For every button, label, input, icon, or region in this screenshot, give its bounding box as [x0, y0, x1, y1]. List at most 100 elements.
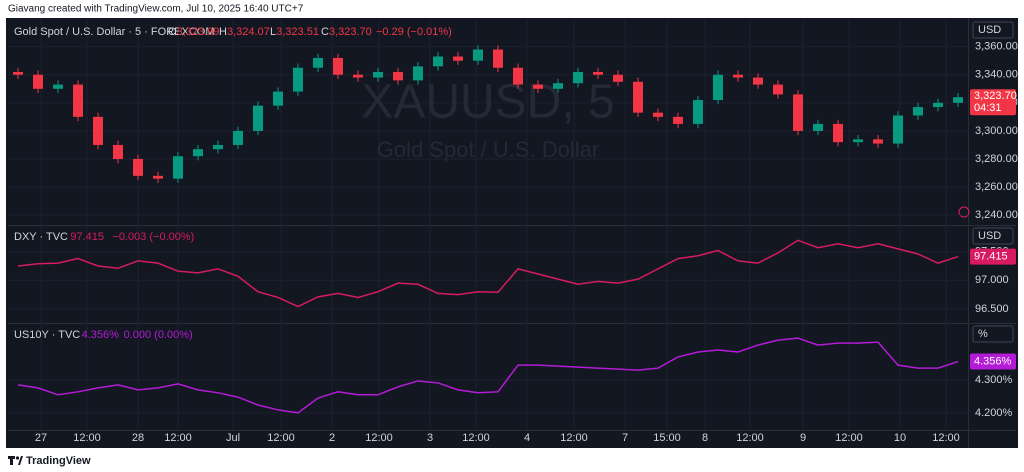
candle-body — [673, 116, 683, 124]
candle-body — [833, 123, 843, 143]
caption: Giavang created with TradingView.com, Ju… — [8, 4, 304, 15]
candle-body — [53, 84, 63, 89]
price-label-box — [970, 353, 1016, 370]
x-tick-label: 12:00 — [164, 432, 192, 444]
unit-label: % — [978, 328, 988, 340]
candle-body — [473, 49, 483, 61]
x-tick-label: Jul — [226, 432, 240, 444]
last-value: 97.415 — [70, 231, 104, 243]
x-tick-label: 3 — [427, 432, 433, 444]
ohlc-item: C3,323.70 — [321, 26, 372, 38]
y-tick-label: 3,360.00 — [975, 41, 1018, 53]
candle-body — [393, 71, 403, 81]
series-title: Gold Spot / U.S. Dollar · 5 · FOREXCOM — [14, 26, 215, 38]
ohlc-value: 3,324.07 — [227, 26, 270, 38]
last-value: 4.356% — [82, 329, 120, 341]
change: −0.29 (−0.01%) — [376, 26, 452, 38]
unit-box — [972, 325, 1014, 343]
candle-body — [813, 123, 823, 131]
candle-body — [853, 139, 863, 143]
candle-body — [193, 149, 203, 157]
candle-body — [953, 97, 963, 103]
candle-body — [793, 94, 803, 131]
alert-icon[interactable] — [958, 206, 970, 218]
x-tick-label: 12:00 — [560, 432, 588, 444]
ohlc-label: L — [270, 26, 276, 38]
candle-body — [653, 112, 663, 117]
y-tick-label: 96.500 — [975, 303, 1009, 315]
candle-body — [773, 84, 783, 95]
series-title: US10Y · TVC — [14, 329, 80, 341]
candle-body — [573, 71, 583, 84]
unit-label: USD — [978, 230, 1001, 242]
candle-body — [433, 56, 443, 67]
watermark-subtitle: Gold Spot / U.S. Dollar — [377, 137, 600, 162]
y-tick-label: 3,260.00 — [975, 181, 1018, 193]
y-tick-label: 3,240.00 — [975, 209, 1018, 221]
candle-body — [233, 130, 243, 145]
ohlc-item: O3,323.99 — [168, 26, 219, 38]
x-tick-label: 12:00 — [267, 432, 295, 444]
candle-body — [313, 57, 323, 68]
candle-body — [613, 74, 623, 82]
x-tick-label: 12:00 — [462, 432, 490, 444]
candle-body — [513, 67, 523, 85]
change: −0.003 (−0.00%) — [112, 231, 194, 243]
series-line — [17, 239, 959, 308]
candle-body — [693, 100, 703, 124]
candle-body — [553, 83, 563, 89]
y-tick-label: 3,340.00 — [975, 69, 1018, 81]
candle-body — [153, 175, 163, 179]
watermark: XAUUSD, 5 — [361, 76, 614, 129]
x-tick-label: 4 — [524, 432, 530, 444]
candle-body — [453, 56, 463, 61]
candle-body — [273, 91, 283, 106]
candle-body — [533, 84, 543, 89]
candle-body — [333, 57, 343, 75]
candle-body — [213, 144, 223, 150]
unit-box — [972, 21, 1014, 39]
candle-body — [913, 107, 923, 116]
x-tick-label: 28 — [132, 432, 144, 444]
ohlc-label: H — [219, 26, 227, 38]
x-tick-label: 12:00 — [365, 432, 393, 444]
candle-body — [13, 71, 23, 75]
ohlc-label: O — [168, 26, 177, 38]
series-line — [17, 337, 959, 414]
brand-logo — [8, 456, 23, 465]
x-tick-label: 7 — [622, 432, 628, 444]
brand: TradingView — [26, 455, 91, 467]
ohlc-item: L3,323.51 — [270, 26, 319, 38]
x-tick-label: 12:00 — [835, 432, 863, 444]
ohlc-label: C — [321, 26, 329, 38]
candle-body — [873, 139, 883, 144]
ohlc-value: 3,323.51 — [276, 26, 319, 38]
price-label-box — [970, 89, 1016, 116]
x-tick-label: 12:00 — [73, 432, 101, 444]
candle-body — [293, 67, 303, 92]
countdown: 04:31 — [974, 102, 1002, 114]
candle-body — [493, 49, 503, 68]
price-label: 3,323.70 — [974, 90, 1017, 102]
candle-body — [733, 74, 743, 78]
price-label: 97.415 — [974, 250, 1008, 262]
candle-body — [373, 71, 383, 78]
x-tick-label: 2 — [329, 432, 335, 444]
candle-body — [633, 81, 643, 113]
ohlc-value: 3,323.99 — [177, 26, 220, 38]
x-tick-label: 15:00 — [653, 432, 681, 444]
candle-body — [893, 115, 903, 144]
candle-body — [353, 74, 363, 78]
candle-body — [253, 105, 263, 131]
candle-body — [33, 74, 43, 89]
candle-body — [413, 66, 423, 81]
candle-body — [753, 77, 763, 85]
change: 0.000 (0.00%) — [124, 329, 193, 341]
price-label-box — [970, 248, 1016, 265]
unit-label: USD — [978, 24, 1001, 36]
x-tick-label: 8 — [702, 432, 708, 444]
series-title: DXY · TVC — [14, 231, 68, 243]
candle-body — [133, 159, 143, 176]
